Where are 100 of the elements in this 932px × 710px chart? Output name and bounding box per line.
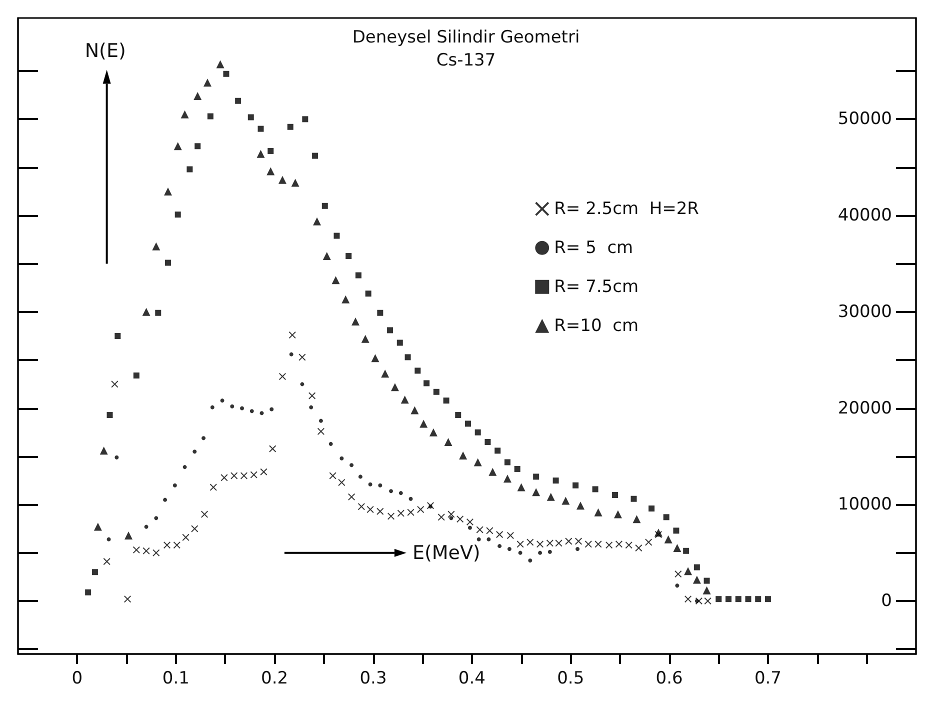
point bbox=[594, 508, 602, 516]
point bbox=[404, 354, 411, 360]
point bbox=[164, 260, 171, 266]
point bbox=[408, 496, 413, 501]
point bbox=[488, 468, 497, 476]
point bbox=[340, 456, 344, 460]
point bbox=[172, 483, 177, 488]
point bbox=[735, 596, 742, 602]
point bbox=[371, 354, 380, 362]
y-tick-label: 30000 bbox=[838, 302, 892, 322]
point bbox=[291, 178, 300, 187]
point bbox=[207, 113, 214, 120]
point bbox=[532, 488, 540, 496]
point bbox=[248, 114, 254, 120]
point bbox=[174, 212, 181, 218]
point bbox=[546, 492, 555, 501]
point bbox=[124, 531, 133, 540]
point bbox=[328, 442, 333, 446]
y-tick-label: 50000 bbox=[838, 109, 892, 130]
point bbox=[702, 586, 711, 594]
point bbox=[592, 486, 598, 492]
point bbox=[287, 124, 294, 130]
y-tick-label: 10000 bbox=[838, 494, 892, 515]
point bbox=[692, 576, 701, 584]
x-tick-label: 0.2 bbox=[261, 668, 288, 688]
point bbox=[474, 429, 481, 436]
point bbox=[528, 558, 532, 563]
point bbox=[278, 176, 286, 184]
point bbox=[755, 596, 762, 602]
point bbox=[387, 327, 394, 334]
point bbox=[726, 596, 732, 602]
point bbox=[614, 510, 622, 518]
point bbox=[318, 418, 323, 423]
point bbox=[474, 458, 482, 466]
point bbox=[654, 528, 662, 537]
point bbox=[745, 596, 752, 602]
point bbox=[155, 310, 162, 316]
point bbox=[390, 383, 399, 392]
point bbox=[216, 60, 224, 68]
point bbox=[163, 498, 168, 502]
point bbox=[704, 578, 710, 584]
point bbox=[663, 514, 670, 520]
point bbox=[632, 515, 641, 524]
point bbox=[468, 526, 472, 530]
x-tick-label: 0.6 bbox=[656, 668, 683, 688]
point bbox=[270, 407, 274, 412]
point bbox=[144, 524, 148, 529]
point bbox=[92, 569, 98, 576]
point bbox=[152, 242, 160, 250]
point bbox=[664, 535, 672, 544]
x-tick-label: 0.7 bbox=[754, 668, 782, 688]
point bbox=[464, 420, 471, 427]
legend-label: R= 2.5cm H=2R bbox=[554, 198, 700, 219]
point bbox=[486, 537, 491, 542]
point bbox=[250, 409, 254, 414]
point bbox=[313, 217, 322, 226]
point bbox=[361, 334, 370, 343]
point bbox=[683, 548, 690, 554]
point bbox=[133, 372, 140, 379]
point bbox=[106, 537, 111, 542]
point bbox=[194, 92, 202, 100]
point bbox=[764, 596, 771, 602]
point bbox=[182, 465, 187, 470]
point bbox=[94, 522, 102, 531]
point bbox=[240, 406, 244, 410]
point bbox=[378, 483, 382, 488]
x-axis-title: E(MeV) bbox=[412, 542, 480, 564]
point bbox=[389, 489, 394, 494]
point bbox=[428, 504, 432, 509]
point bbox=[400, 396, 409, 404]
point bbox=[164, 187, 172, 196]
point bbox=[498, 544, 502, 548]
point bbox=[260, 411, 264, 416]
point bbox=[410, 406, 419, 414]
point bbox=[518, 550, 522, 555]
point bbox=[396, 340, 403, 346]
point bbox=[194, 143, 201, 150]
point bbox=[572, 482, 579, 488]
point bbox=[459, 451, 468, 460]
point bbox=[444, 438, 452, 446]
point bbox=[414, 368, 421, 374]
point bbox=[174, 142, 182, 150]
point bbox=[85, 589, 92, 596]
legend-label: R= 7.5cm bbox=[554, 276, 639, 297]
point bbox=[230, 404, 234, 408]
point bbox=[429, 428, 438, 436]
point bbox=[398, 491, 403, 496]
point bbox=[332, 276, 340, 284]
point bbox=[424, 380, 430, 386]
point bbox=[300, 382, 304, 386]
point bbox=[514, 466, 520, 472]
point bbox=[476, 537, 481, 542]
point bbox=[302, 116, 308, 122]
point bbox=[223, 70, 230, 77]
point bbox=[449, 516, 454, 520]
point bbox=[484, 439, 491, 445]
point bbox=[503, 474, 512, 483]
x-tick-label: 0 bbox=[72, 668, 83, 688]
point bbox=[507, 546, 512, 551]
x-tick-label: 0.4 bbox=[458, 668, 486, 688]
